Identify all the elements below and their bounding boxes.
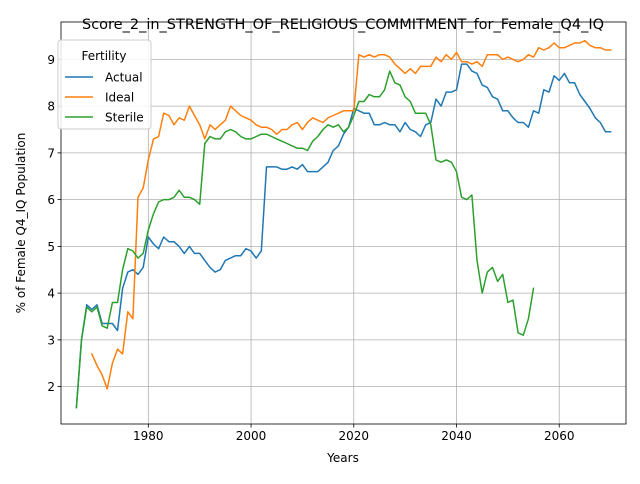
y-tick-label: 8	[47, 100, 55, 114]
y-tick-label: 9	[47, 53, 55, 67]
legend-items: Actual Ideal Sterile	[65, 71, 144, 125]
y-tick-label: 7	[47, 146, 55, 160]
y-tick-label: 3	[47, 333, 55, 347]
x-axis-label: Years	[326, 451, 359, 465]
y-tick-label: 6	[47, 193, 55, 207]
legend: Fertility Actual Ideal Sterile	[57, 39, 152, 130]
legend-box	[57, 39, 152, 130]
legend-label-ideal: Ideal	[105, 91, 134, 105]
plot-frame	[60, 21, 627, 425]
legend-label-sterile: Sterile	[105, 111, 144, 125]
y-axis-label: % of Female Q4_IQ Population	[14, 133, 28, 314]
x-tick-label: 2060	[544, 429, 575, 443]
x-tick-label: 1980	[133, 429, 164, 443]
x-axis-ticks: 1980 2000 2020 2040 2060	[133, 424, 575, 443]
y-tick-label: 5	[47, 240, 55, 254]
legend-label-actual: Actual	[105, 71, 143, 85]
y-tick-label: 2	[47, 380, 55, 394]
y-tick-label: 4	[47, 287, 55, 301]
series-line-actual	[75, 63, 612, 409]
series-line-sterile	[75, 70, 535, 409]
x-tick-label: 2000	[236, 429, 267, 443]
x-tick-label: 2020	[338, 429, 369, 443]
x-tick-label: 2040	[441, 429, 472, 443]
y-axis-ticks: 2 3 4 5 6 7 8 9	[47, 53, 61, 394]
legend-title: Fertility	[81, 49, 126, 63]
chart-title: Score_2_in_STRENGTH_OF_RELIGIOUS_COMMITM…	[82, 17, 604, 33]
series-lines	[75, 39, 612, 409]
series-line-ideal	[90, 39, 612, 390]
